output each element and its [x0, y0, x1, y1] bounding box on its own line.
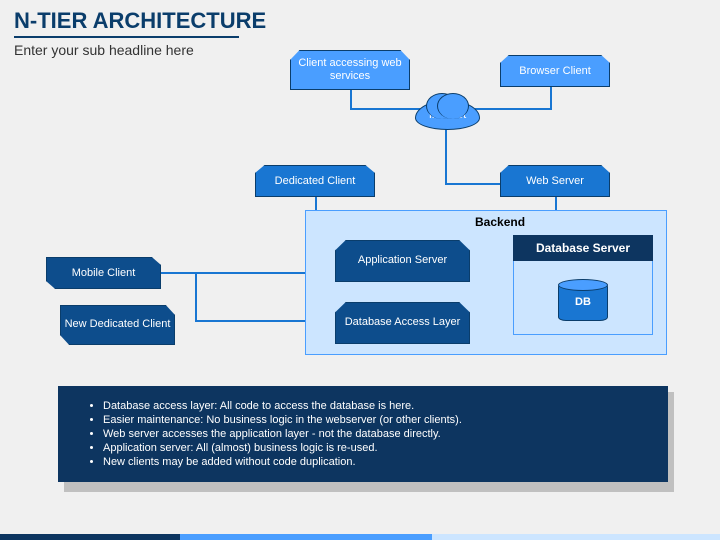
node-new-dedicated: New Dedicated Client [60, 305, 175, 345]
connector [445, 128, 447, 183]
page-title: N-TIER ARCHITECTURE [14, 8, 266, 34]
note-item: New clients may be added without code du… [103, 456, 638, 468]
node-web-server: Web Server [500, 165, 610, 197]
notes-panel: Database access layer: All code to acces… [58, 386, 668, 482]
db-cylinder: DB [558, 283, 608, 321]
node-dedicated-client: Dedicated Client [255, 165, 375, 197]
note-item: Web server accesses the application laye… [103, 428, 638, 440]
node-browser-client: Browser Client [500, 55, 610, 87]
node-client-web: Client accessing web services [290, 50, 410, 90]
bottom-accent-bar [0, 534, 720, 540]
connector [550, 85, 552, 108]
connector [475, 108, 552, 110]
db-server-header: Database Server [513, 235, 653, 261]
subtitle: Enter your sub headline here [14, 42, 194, 58]
note-item: Database access layer: All code to acces… [103, 400, 638, 412]
node-app-server: Application Server [335, 240, 470, 282]
title-underline [14, 36, 239, 38]
note-item: Application server: All (almost) busines… [103, 442, 638, 454]
node-mobile-client: Mobile Client [46, 257, 161, 289]
connector [350, 108, 420, 110]
backend-label: Backend [475, 215, 525, 229]
note-item: Easier maintenance: No business logic in… [103, 414, 638, 426]
node-internet: Internet [415, 100, 480, 130]
node-db-access: Database Access Layer [335, 302, 470, 344]
connector [195, 272, 197, 322]
